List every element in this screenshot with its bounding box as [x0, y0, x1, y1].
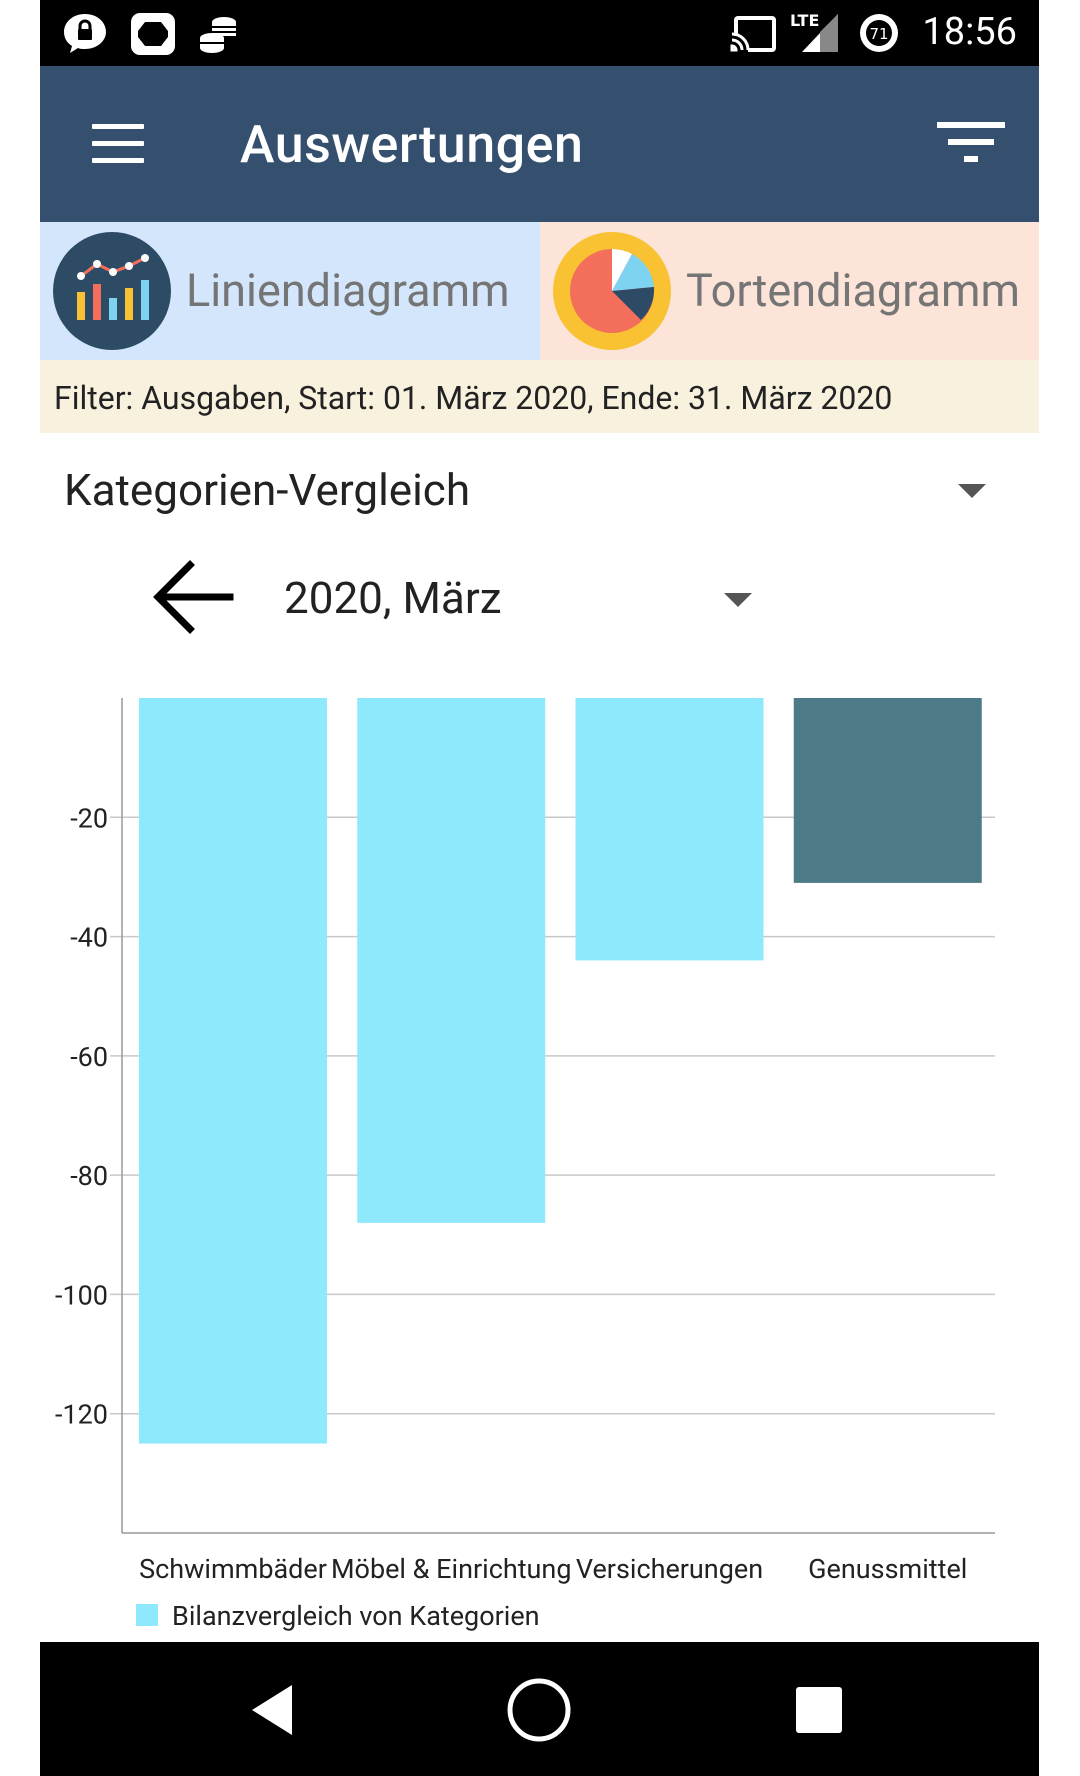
y-tick-label: -40	[70, 922, 108, 954]
x-category-label: Schwimmbäder	[139, 1553, 327, 1585]
x-category-label: Möbel & Einrichtung	[331, 1553, 572, 1585]
period-dropdown[interactable]: 2020, März	[270, 560, 780, 640]
page-title: Auswertungen	[240, 114, 584, 175]
chart-bar	[357, 698, 546, 1223]
filter-list-icon[interactable]	[937, 122, 1005, 170]
app-icon	[130, 12, 176, 60]
legend-swatch	[136, 1604, 158, 1626]
x-category-label: Genussmittel	[808, 1553, 967, 1585]
back-icon[interactable]	[240, 1675, 310, 1745]
recents-icon[interactable]	[784, 1675, 854, 1745]
period-value: 2020, März	[284, 572, 502, 624]
app-bar: Auswertungen	[40, 66, 1039, 222]
y-tick-label: -20	[70, 802, 108, 834]
filter-summary-text: Filter: Ausgaben, Start: 01. März 2020, …	[54, 379, 893, 417]
coins-icon	[198, 12, 238, 58]
tab-pie-chart[interactable]: Tortendiagramm	[540, 222, 1039, 360]
chart-bar	[139, 698, 327, 1444]
status-bar: LTE 71 18:56	[40, 0, 1039, 66]
y-tick-label: -100	[55, 1279, 108, 1311]
svg-text:71: 71	[869, 25, 888, 43]
clock: 18:56	[922, 10, 1017, 54]
tab-line-chart[interactable]: Liniendiagramm	[40, 222, 540, 360]
tab-pie-chart-label: Tortendiagramm	[686, 264, 1020, 317]
pie-chart-icon	[553, 232, 671, 350]
report-type-dropdown[interactable]: Kategorien-Vergleich	[40, 450, 1039, 530]
filter-summary: Filter: Ausgaben, Start: 01. März 2020, …	[40, 360, 1039, 433]
signal-icon: LTE	[790, 10, 840, 58]
chevron-down-icon	[958, 484, 986, 498]
navigation-bar	[40, 1642, 1039, 1776]
legend-label: Bilanzvergleich von Kategorien	[172, 1600, 540, 1632]
x-category-label: Versicherungen	[576, 1553, 763, 1585]
cast-icon	[730, 16, 776, 56]
lock-icon	[62, 12, 108, 58]
svg-text:LTE: LTE	[790, 11, 819, 30]
y-tick-label: -120	[55, 1399, 108, 1431]
tab-line-chart-label: Liniendiagramm	[186, 264, 510, 317]
y-tick-label: -80	[70, 1160, 108, 1192]
data-saver-icon: 71	[858, 12, 900, 58]
previous-period-arrow-icon[interactable]	[150, 557, 236, 637]
chart-bar	[575, 698, 764, 961]
report-type-value: Kategorien-Vergleich	[64, 464, 471, 516]
hamburger-menu-icon[interactable]	[92, 124, 144, 164]
y-tick-label: -60	[70, 1041, 108, 1073]
bar-line-chart-icon	[53, 232, 171, 350]
chevron-down-icon	[724, 593, 752, 607]
home-icon[interactable]	[504, 1675, 574, 1745]
chart-bar	[793, 698, 982, 883]
